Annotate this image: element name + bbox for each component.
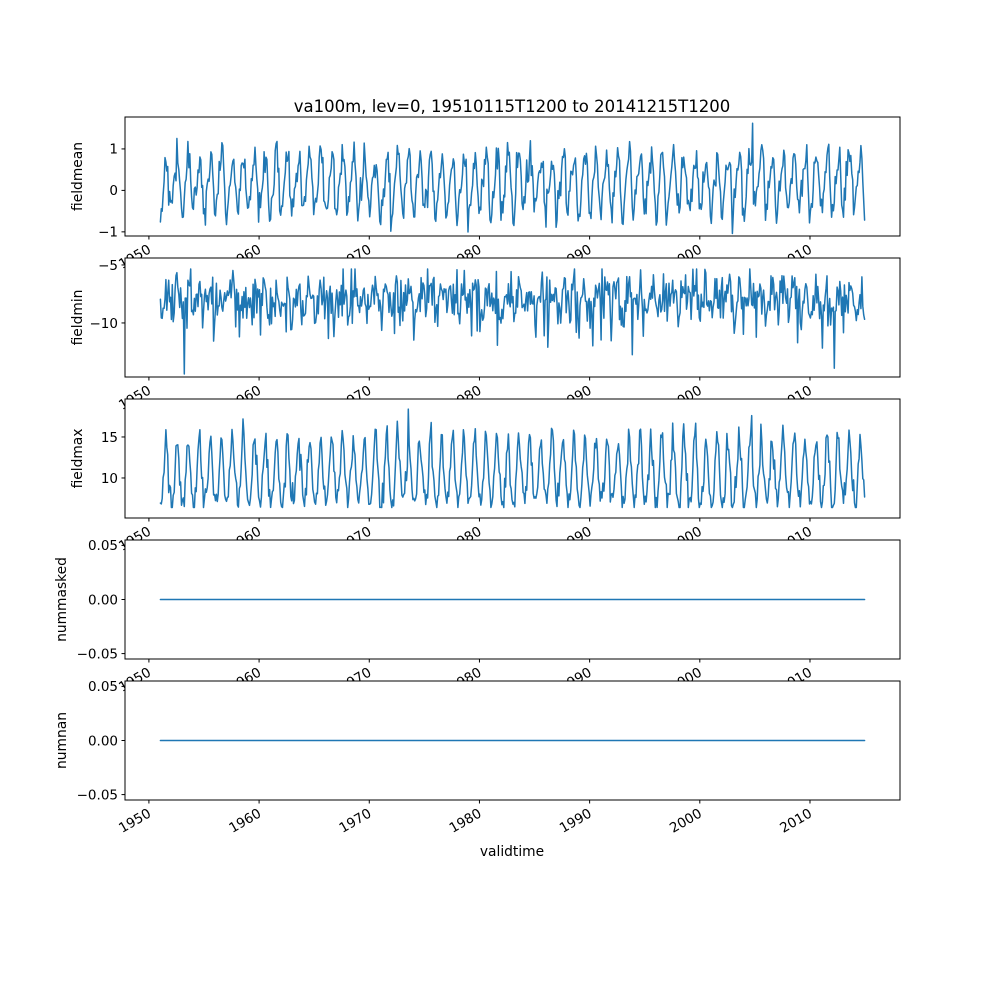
y-tick-label: 0 <box>109 183 118 199</box>
x-axis-label: validtime <box>480 844 544 860</box>
y-tick-label: −10 <box>90 316 119 332</box>
y-tick-label: −0.05 <box>77 787 118 803</box>
axes-spines <box>124 398 901 519</box>
y-tick-label: 0.05 <box>88 679 118 695</box>
data-line-fieldmax <box>159 408 866 509</box>
x-tick-label: 1950 <box>116 806 154 837</box>
y-tick-label: −1 <box>98 225 118 241</box>
y-tick-label: 0.00 <box>88 733 118 749</box>
x-tick-label: 1970 <box>337 806 375 837</box>
y-tick-label: 0.05 <box>88 538 118 554</box>
y-tick-label: 15 <box>101 430 118 446</box>
data-line-fieldmean <box>159 122 866 235</box>
y-axis-label-numnan: numnan <box>54 712 70 769</box>
y-tick-label: 1 <box>109 142 118 158</box>
x-tick-label: 2010 <box>777 806 815 837</box>
x-tick-label: 1980 <box>447 806 485 837</box>
y-tick-label: −0.05 <box>77 646 118 662</box>
x-tick-label: 1960 <box>226 806 264 837</box>
chart-title: va100m, lev=0, 19510115T1200 to 20141215… <box>294 97 730 116</box>
y-axis-label-nummasked: nummasked <box>54 557 70 642</box>
y-axis-label-fieldmin: fieldmin <box>70 290 86 346</box>
axes-spines <box>124 116 901 237</box>
x-tick-label: 1990 <box>557 806 595 837</box>
y-tick-label: 10 <box>101 471 118 487</box>
y-axis-label-fieldmax: fieldmax <box>70 429 86 489</box>
axes-spines <box>124 257 901 378</box>
y-tick-label: −5 <box>98 258 118 274</box>
y-axis-label-fieldmean: fieldmean <box>70 142 86 211</box>
y-tick-label: 0.00 <box>88 592 118 608</box>
subplot-numnan: 0.05 0.00 −0.05 1950 1960 1970 1980 1990 2000 201… <box>54 679 901 837</box>
data-line-fieldmin <box>159 268 866 375</box>
x-tick-label: 2000 <box>667 806 705 837</box>
